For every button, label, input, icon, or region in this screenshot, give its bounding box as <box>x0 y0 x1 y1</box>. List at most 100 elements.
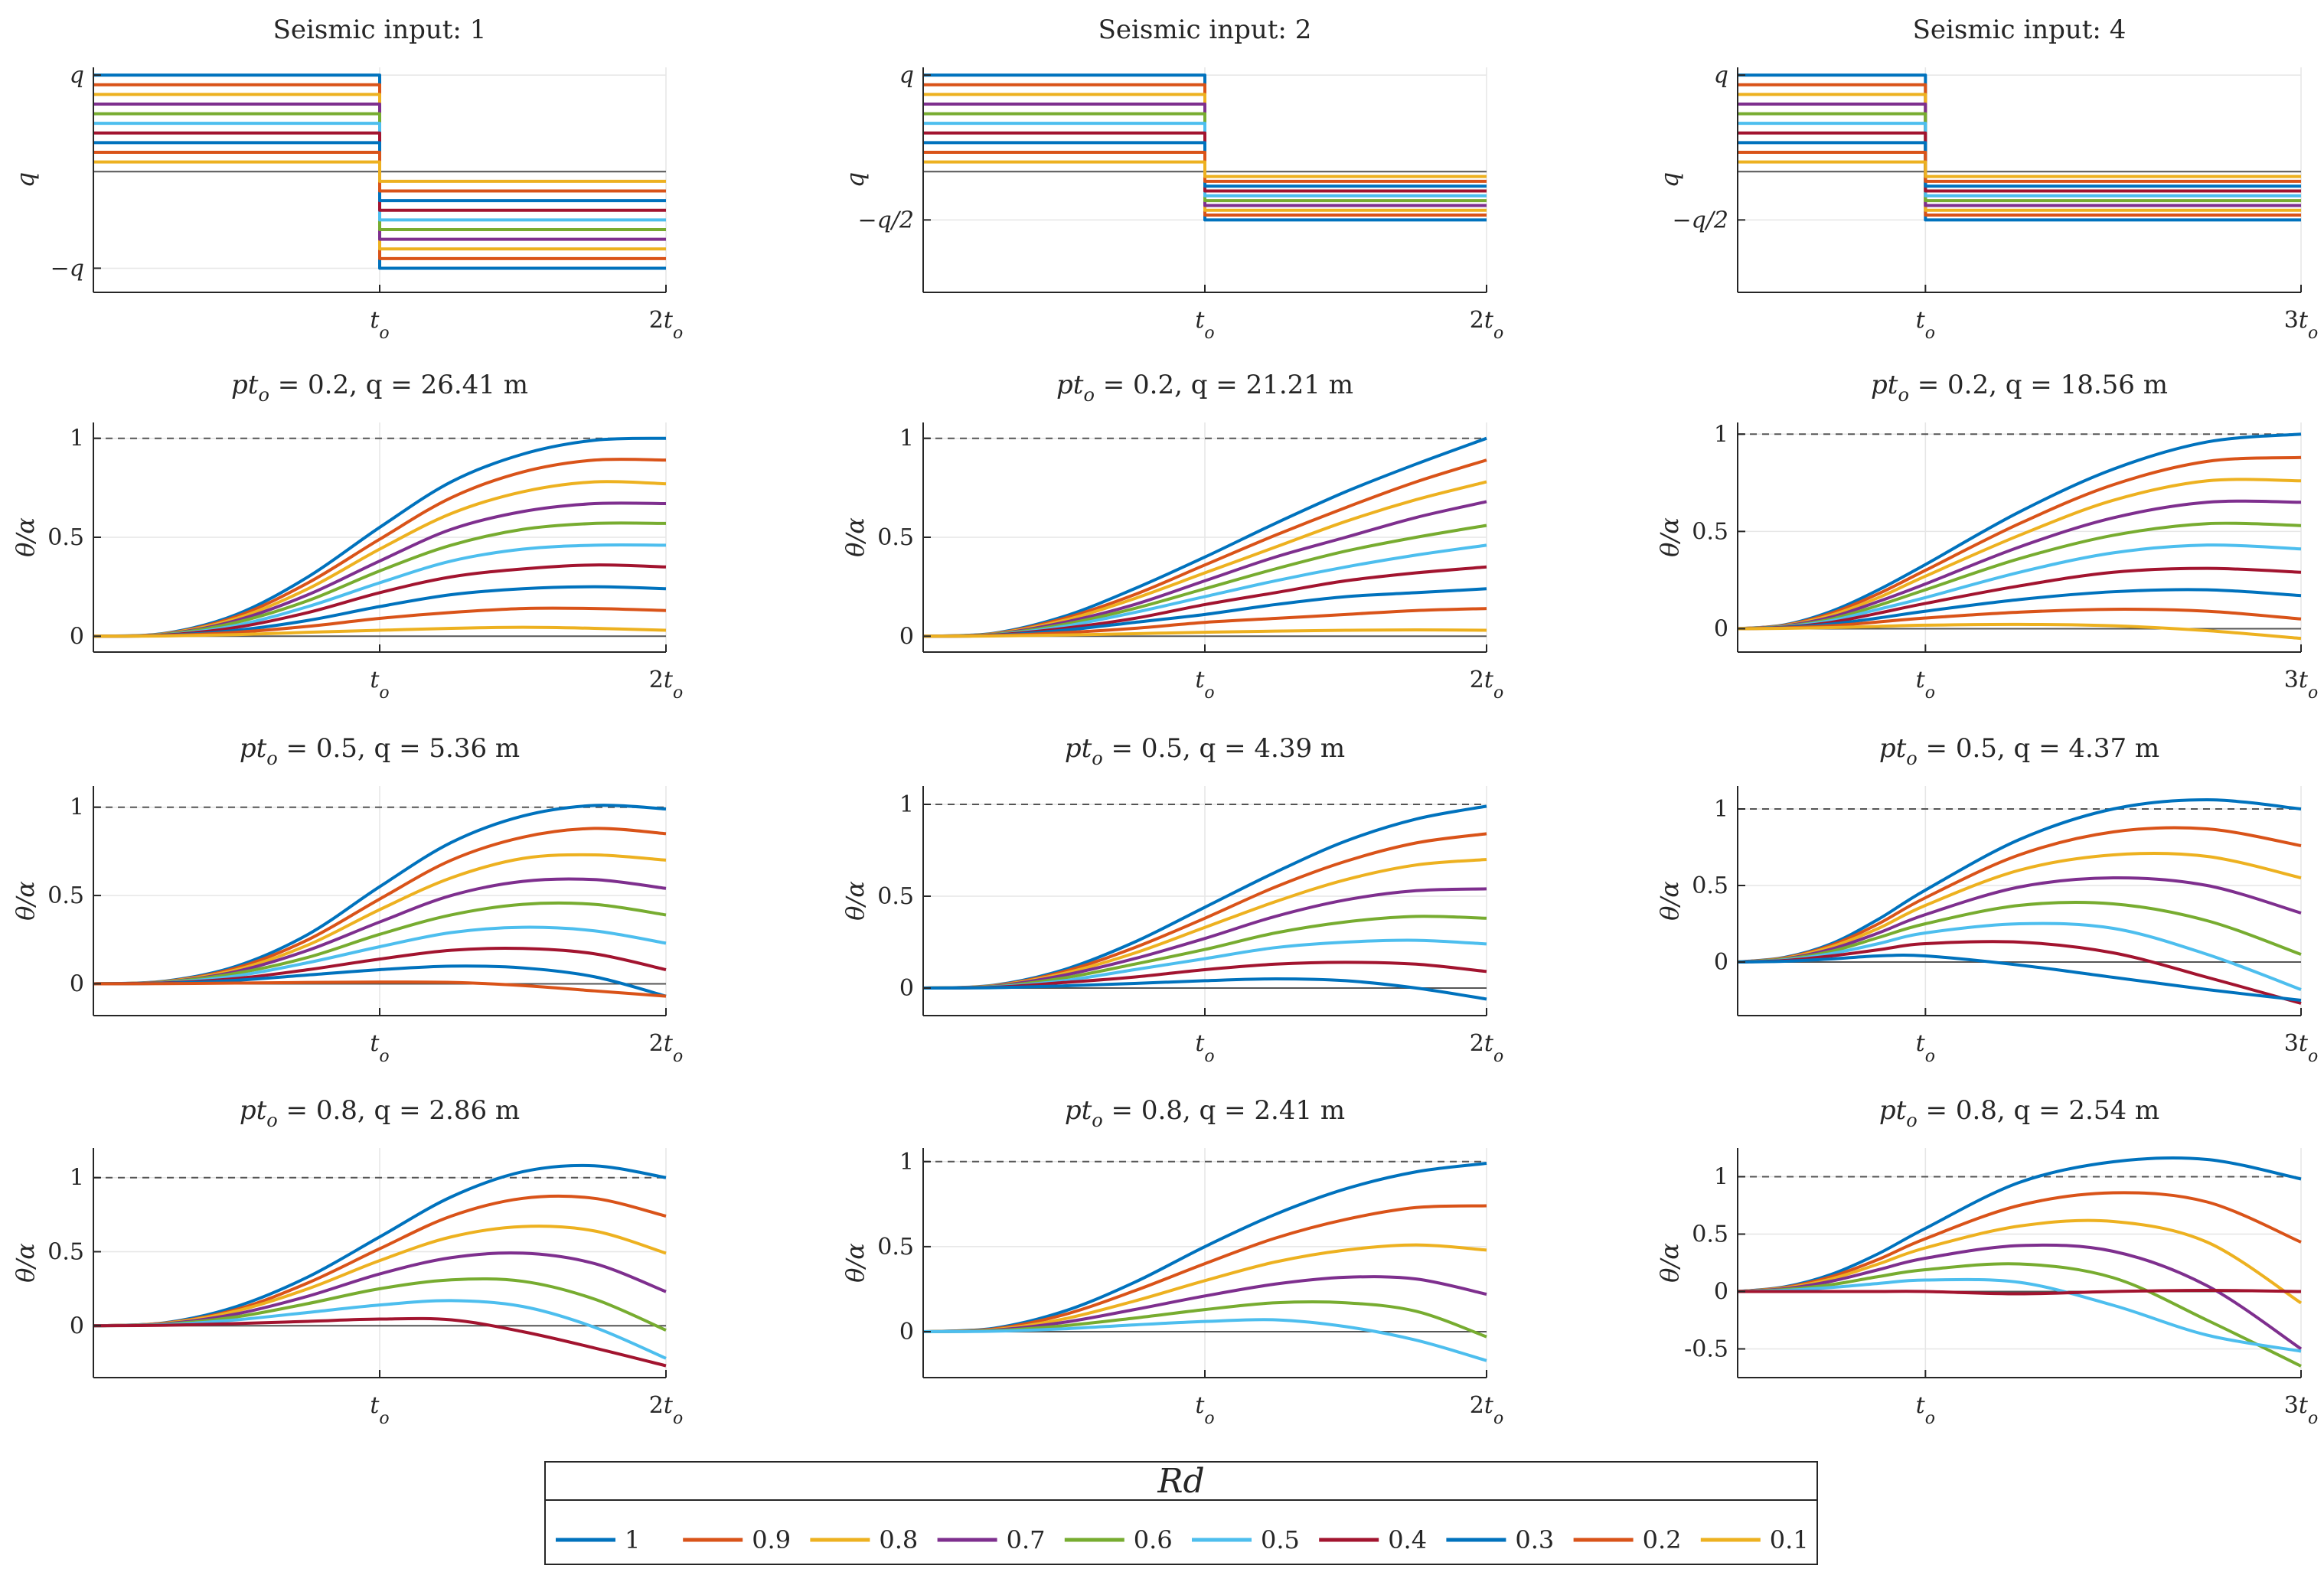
y-tick-label: −q <box>51 255 84 282</box>
y-tick-label: 0.5 <box>877 1234 914 1261</box>
x-tick-label: 2to <box>649 1392 683 1428</box>
legend-label-rd-0.4: 0.4 <box>1388 1525 1427 1554</box>
x-tick-label: 3to <box>2284 1030 2318 1066</box>
series-line-rd-0.3 <box>922 977 1487 1001</box>
x-tick-label: 2to <box>649 1030 683 1066</box>
series-line-rd-0.5 <box>922 1318 1487 1362</box>
x-tick-label: to <box>370 1392 389 1428</box>
x-tick-label: to <box>1195 307 1214 343</box>
legend-frame <box>544 1461 1818 1565</box>
legend: Rd 1 0.9 0.8 0.7 0.6 0.5 0.4 0.3 0.2 0.1 <box>544 1461 1818 1565</box>
x-tick-label: 2to <box>1470 667 1503 703</box>
series-line-rd-0.1 <box>1738 160 2301 178</box>
y-axis-label: θ/α <box>840 1243 870 1283</box>
legend-label-rd-0.2: 0.2 <box>1643 1525 1682 1554</box>
panel-10: pto = 0.8, q = 2.86 m to 2to 1 0.5 0 θ/α <box>11 1095 683 1428</box>
y-tick-label: −q/2 <box>857 207 914 233</box>
panel-title: pto = 0.2, q = 26.41 m <box>231 370 528 406</box>
panel-2: Seismic input: 2 to 2to q −q/2 q <box>840 15 1503 343</box>
y-tick-label: 1 <box>899 791 914 818</box>
y-axis-label: q <box>11 172 40 188</box>
series-line-rd-0.7 <box>1737 876 2302 964</box>
panel-12: pto = 0.8, q = 2.54 m to 3to 1 0.5 0 -0.5 θ/α <box>1655 1095 2318 1428</box>
panel-title: pto = 0.2, q = 18.56 m <box>1871 370 2168 406</box>
series-line-rd-0.8 <box>1737 851 2302 964</box>
legend-title: Rd <box>1157 1462 1204 1501</box>
x-tick-label: to <box>1916 1392 1935 1428</box>
y-tick-label: 0.5 <box>1692 1221 1728 1248</box>
series-line-rd-0.3 <box>1737 953 2302 1002</box>
y-tick-label: 0.5 <box>877 883 914 910</box>
y-tick-label: 1 <box>1714 1164 1728 1191</box>
y-tick-label: 0 <box>1714 1279 1728 1306</box>
y-tick-label: 0.5 <box>877 524 914 551</box>
series-line-rd-0.1 <box>923 160 1487 178</box>
legend-label-rd-0.3: 0.3 <box>1515 1525 1554 1554</box>
x-tick-label: to <box>370 307 389 343</box>
y-tick-label: 1 <box>899 1149 914 1176</box>
y-tick-label: 0.5 <box>47 524 84 551</box>
series-line-rd-1 <box>1737 798 2302 964</box>
panel-3: Seismic input: 4 to 3to q −q/2 q <box>1655 15 2318 343</box>
y-axis-label: q <box>1655 172 1684 188</box>
y-tick-label: 0 <box>70 970 84 997</box>
series-line-rd-0.2 <box>93 980 667 998</box>
series-line-rd-0.9 <box>1737 455 2302 631</box>
series-line-rd-0.4 <box>93 1316 667 1368</box>
y-tick-label: -0.5 <box>1684 1336 1728 1363</box>
y-axis-label: θ/α <box>1655 517 1684 557</box>
panel-4: pto = 0.2, q = 26.41 m to 2to 1 0.5 0 θ/α <box>11 370 683 703</box>
y-tick-label: 1 <box>1714 421 1728 448</box>
x-tick-label: to <box>1195 667 1214 703</box>
series-line-rd-0.8 <box>1737 1218 2303 1305</box>
series-line-rd-0.1 <box>922 628 1487 638</box>
x-tick-label: 2to <box>1470 1030 1503 1066</box>
legend-title-box <box>544 1499 1818 1565</box>
y-tick-label: 0 <box>1714 949 1728 976</box>
series-line-rd-0.4 <box>1737 940 2302 1005</box>
x-tick-label: to <box>1195 1392 1214 1428</box>
legend-label-rd-0.5: 0.5 <box>1261 1525 1300 1554</box>
series-line-rd-0.7 <box>1737 499 2302 631</box>
x-tick-label: to <box>1195 1030 1214 1066</box>
y-axis-label: θ/α <box>11 881 40 921</box>
y-axis-label: q <box>840 172 870 188</box>
y-tick-label: 1 <box>70 794 84 821</box>
y-tick-label: −q/2 <box>1672 207 1728 233</box>
series-line-rd-0.3 <box>1738 141 2301 188</box>
y-tick-label: q <box>899 62 914 89</box>
legend-label-rd-0.1: 0.1 <box>1770 1525 1809 1554</box>
legend-label-rd-0.6: 0.6 <box>1134 1525 1173 1554</box>
panel-title: pto = 0.8, q = 2.41 m <box>1065 1095 1345 1131</box>
series-line-rd-0.4 <box>1738 1289 2302 1296</box>
y-tick-label: q <box>70 62 84 89</box>
y-tick-label: 1 <box>1714 796 1728 823</box>
series-line-rd-0.5 <box>1737 1277 2302 1353</box>
series-line-rd-0.1 <box>1737 622 2302 641</box>
panel-title: pto = 0.5, q = 5.36 m <box>240 733 520 769</box>
y-tick-label: 0 <box>899 623 914 650</box>
legend-label-rd-1: 1 <box>625 1525 640 1554</box>
panel-title: pto = 0.5, q = 4.39 m <box>1065 733 1345 769</box>
series-line-rd-1 <box>1738 73 2301 222</box>
y-tick-label: 0 <box>899 1319 914 1345</box>
y-axis-label: θ/α <box>11 1243 40 1283</box>
x-tick-label: 2to <box>649 667 683 703</box>
panel-title: Seismic input: 4 <box>1913 15 2127 45</box>
panel-title: pto = 0.2, q = 21.21 m <box>1056 370 1353 406</box>
panel-title: pto = 0.8, q = 2.54 m <box>1879 1095 2159 1131</box>
x-tick-label: 3to <box>2284 1392 2318 1428</box>
y-tick-label: 0.5 <box>47 1238 84 1265</box>
panel-5: pto = 0.2, q = 21.21 m to 2to 1 0.5 0 θ/α <box>840 370 1503 703</box>
series-line-rd-0.6 <box>1737 901 2302 964</box>
legend-label-rd-0.7: 0.7 <box>1007 1525 1046 1554</box>
legend-label-rd-0.8: 0.8 <box>879 1525 918 1554</box>
panel-7: pto = 0.5, q = 5.36 m to 2to 1 0.5 0 θ/α <box>11 733 683 1066</box>
series-line-rd-0.1 <box>93 160 666 183</box>
y-axis-label: θ/α <box>840 517 870 557</box>
series-line-rd-0.6 <box>1737 1262 2302 1368</box>
y-axis-label: θ/α <box>840 881 870 921</box>
panel-title: pto = 0.5, q = 4.37 m <box>1879 733 2159 769</box>
y-axis-label: θ/α <box>11 517 40 557</box>
